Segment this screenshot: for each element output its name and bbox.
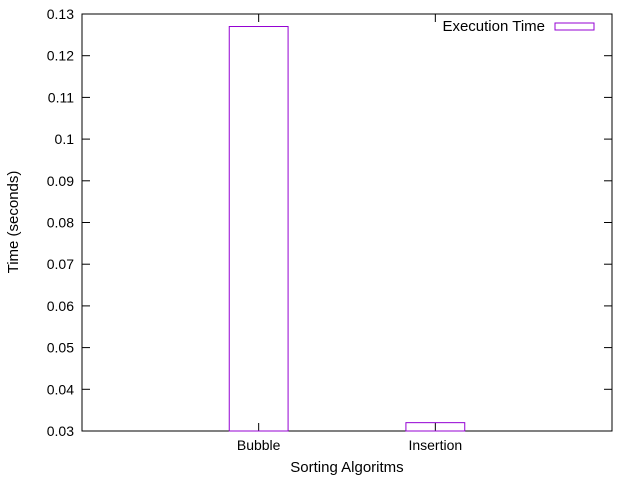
legend-swatch [554, 22, 595, 31]
x-axis-title: Sorting Algoritms [290, 459, 403, 476]
y-tick-label: 0.05 [47, 340, 74, 356]
legend: Execution Time [442, 18, 595, 35]
y-tick-label: 0.07 [47, 256, 74, 272]
y-tick-label: 0.06 [47, 298, 74, 314]
plot-frame [81, 13, 613, 432]
y-tick-label: 0.04 [47, 381, 74, 397]
x-axis-ticks: Bubble Insertion [237, 14, 462, 453]
y-tick-label: 0.03 [47, 423, 74, 439]
bar-insertion [405, 422, 466, 432]
y-tick-label: 0.1 [55, 131, 75, 147]
y-tick-label: 0.13 [47, 6, 74, 22]
y-axis-ticks: 0.03 0.04 0.05 0.06 0.07 0.08 0.09 0.1 0.11 0.12 0… [47, 6, 612, 439]
bars-group [228, 26, 466, 432]
y-tick-label: 0.12 [47, 48, 74, 64]
legend-label: Execution Time [442, 18, 545, 35]
y-axis-title: Time (seconds) [5, 171, 22, 274]
bar-bubble [228, 26, 289, 432]
y-tick-label: 0.11 [48, 89, 74, 105]
x-tick-label-insertion: Insertion [408, 437, 462, 453]
x-tick-label-bubble: Bubble [237, 437, 281, 453]
y-tick-label: 0.09 [47, 173, 74, 189]
y-tick-label: 0.08 [47, 215, 74, 231]
